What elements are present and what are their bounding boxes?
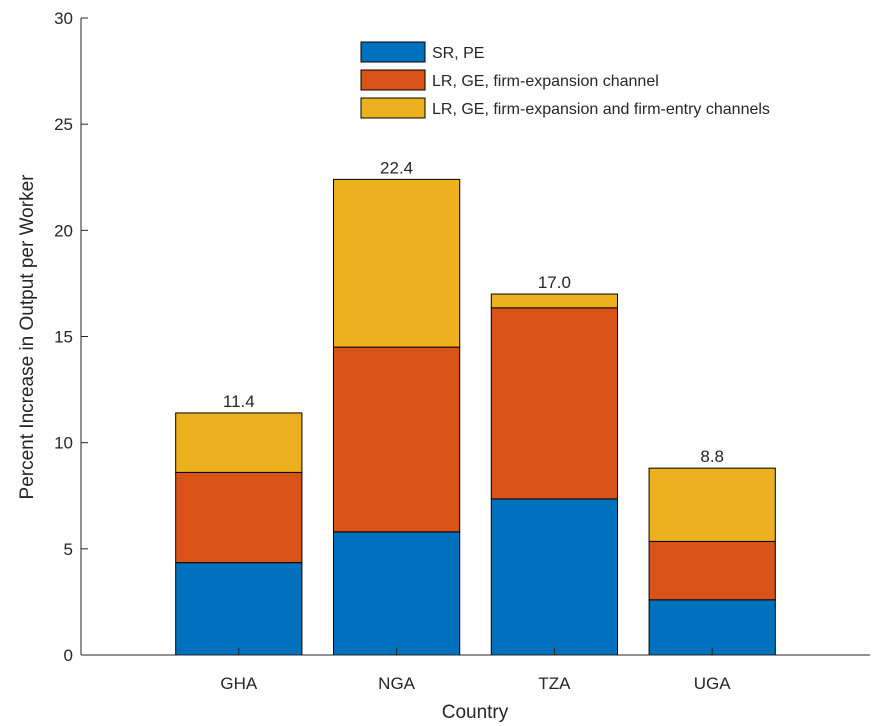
bar-segment-gha-series-2 — [175, 471, 303, 564]
total-label-gha: 11.4 — [223, 392, 255, 411]
legend-box — [354, 36, 869, 125]
y-ticks-group: 0 5 10 15 20 25 30 — [54, 9, 88, 665]
plot-area: 0 5 10 15 20 25 30 GHA NGA TZA UGA 11.4 22.4 17.0 8.… — [54, 9, 870, 693]
x-tick-label-tza: TZA — [538, 674, 571, 693]
y-tick-label: 0 — [64, 646, 73, 665]
bar-segment-tza-series-2 — [490, 307, 619, 500]
legend-swatch-1 — [360, 41, 426, 63]
legend: SR, PE LR, GE, firm-expansion channel LR, … — [354, 36, 869, 125]
x-tick-label-uga: UGA — [694, 674, 732, 693]
legend-swatch-3 — [360, 97, 426, 119]
x-ticks-group: GHA NGA TZA UGA — [220, 648, 731, 693]
legend-label-3: LR, GE, firm-expansion and firm-entry ch… — [432, 101, 770, 118]
bar-segment-gha-series-3 — [175, 412, 303, 473]
x-tick-label-nga: NGA — [378, 674, 416, 693]
x-axis-title: Country — [442, 702, 509, 723]
bar-segment-nga-series-2 — [332, 346, 461, 533]
total-label-nga: 22.4 — [380, 158, 413, 177]
bar-segment-gha-series-1 — [175, 562, 303, 656]
bar-segment-uga-series-1 — [648, 599, 776, 656]
y-tick-label: 15 — [54, 328, 73, 347]
y-tick-label: 5 — [64, 540, 73, 559]
total-labels-group: 11.4 22.4 17.0 8.8 — [223, 158, 724, 466]
total-label-tza: 17.0 — [538, 273, 571, 292]
legend-label-2: LR, GE, firm-expansion channel — [432, 73, 659, 90]
y-tick-label: 10 — [54, 434, 73, 453]
y-axis-title: Percent Increase in Output per Worker — [17, 174, 38, 500]
bar-segment-nga-series-1 — [332, 531, 461, 656]
y-tick-label: 25 — [54, 115, 73, 134]
bar-segment-uga-series-2 — [648, 540, 776, 601]
bar-segment-tza-series-3 — [490, 293, 619, 309]
legend-swatch-2 — [360, 69, 426, 91]
bars-group — [175, 178, 776, 656]
legend-label-1: SR, PE — [432, 45, 484, 62]
x-tick-label-gha: GHA — [220, 674, 258, 693]
bar-segment-tza-series-1 — [490, 498, 619, 656]
y-tick-label: 20 — [54, 221, 73, 240]
bar-segment-nga-series-3 — [332, 178, 461, 348]
y-tick-label: 30 — [54, 9, 73, 28]
total-label-uga: 8.8 — [700, 447, 724, 466]
bar-segment-uga-series-3 — [648, 467, 776, 542]
